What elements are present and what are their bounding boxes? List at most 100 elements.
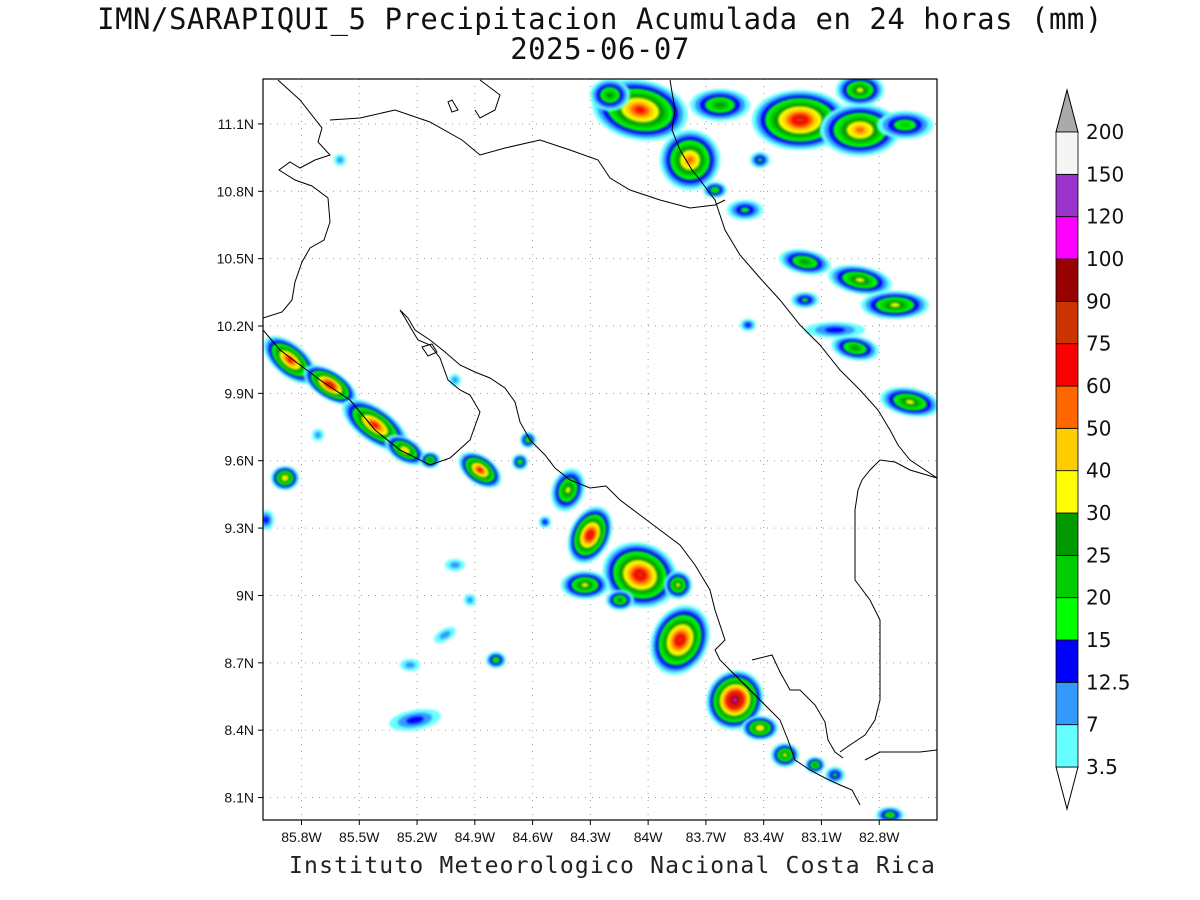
colorbar-swatch [1055,216,1079,260]
rain-cell [771,743,799,767]
grid-lines [263,79,937,820]
rain-cell [590,79,630,111]
colorbar-swatch [1055,343,1079,387]
rain-cell [312,429,324,441]
colorbar-label: 100 [1086,247,1124,271]
colorbar-swatch [1055,639,1079,683]
rain-cell [420,452,440,468]
rain-cell [742,716,778,740]
colorbar-swatch [1055,131,1079,175]
colorbar-label: 40 [1086,459,1111,483]
lon-tick-label: 84W [634,829,664,845]
colorbar-swatch [1055,427,1079,472]
colorbar-legend: 3.5 7 12.5 15 20 25 30 40 50 60 75 90 100 120 150 200 [1055,88,1131,811]
rain-cell [464,594,476,606]
lat-tick-label: 8.4N [224,722,254,738]
colorbar-swatch [1055,724,1079,768]
rain-cell [602,542,678,608]
lat-tick-label: 11.1N [218,116,254,132]
rain-cell [750,152,770,168]
lat-tick-label: 10.2N [217,318,254,334]
colorbar-label: 60 [1086,374,1111,398]
rain-cell [449,374,461,386]
rain-cell [828,265,892,295]
rain-cell [836,79,884,106]
colorbar-label: 3.5 [1086,755,1118,779]
rain-cell [650,605,710,675]
colorbar-swatch [1055,173,1079,218]
rain-cell [877,111,933,139]
lat-tick-label: 8.7N [224,655,254,671]
colorbar-label: 200 [1086,120,1124,144]
colorbar-label: 20 [1086,586,1111,610]
rain-cell [445,559,465,571]
colorbar-swatch [1055,258,1079,302]
rain-cell [400,659,420,671]
rain-cell [805,757,825,773]
lon-tick-label: 82.8W [859,829,900,845]
lat-tick-label: 8.1N [224,790,254,806]
rain-cell [551,468,585,512]
lon-tick-label: 84.6W [512,829,553,845]
colorbar-top-arrow [1055,88,1079,133]
rain-cell [861,291,929,319]
longitude-axis: 85.8W 85.5W 85.2W 84.9W 84.6W 84.3W 84W 83.7W 83… [281,820,900,845]
rain-cell [561,571,609,599]
rain-cell [825,767,845,783]
colorbar-label: 30 [1086,501,1111,525]
rain-cell [567,506,613,564]
colorbar-swatch [1055,554,1079,599]
map-frame [262,78,938,821]
colorbar-swatch [1055,470,1079,514]
colorbar-label: 12.5 [1086,670,1131,694]
latitude-axis: 11.1N 10.8N 10.5N 10.2N 9.9N 9.6N 9.3N 9N 8.7N 8.… [217,116,263,806]
lat-tick-label: 10.5N [217,251,254,267]
rain-cell [703,182,727,198]
precipitation-field [263,79,937,820]
lat-tick-label: 9N [236,587,254,603]
rain-cell [791,292,819,308]
rain-cell [520,432,536,448]
rain-cell [389,709,441,731]
coastline [263,79,937,806]
colorbar-label: 150 [1086,162,1124,186]
map-date: 2025-06-07 [510,32,690,66]
rain-cell [690,89,750,121]
colorbar-swatch [1055,681,1079,726]
rain-cell [740,319,756,331]
rain-cell [660,130,720,190]
lon-tick-label: 85.2W [397,829,438,845]
colorbar-label: 75 [1086,332,1111,356]
lon-tick-label: 85.5W [339,829,380,845]
colorbar-label: 90 [1086,289,1111,313]
rain-cell [779,249,831,275]
lon-tick-label: 84.9W [455,829,496,845]
lon-tick-label: 85.8W [281,829,322,845]
lat-tick-label: 10.8N [217,183,254,199]
colorbar-label: 50 [1086,416,1111,440]
colorbar-label: 7 [1086,713,1099,737]
rain-cell [805,322,865,338]
colorbar-bottom-arrow [1055,766,1079,811]
colorbar-label: 15 [1086,628,1111,652]
rain-cell [539,516,551,528]
map-footer: Instituto Meteorologico Nacional Costa R… [288,853,937,879]
lon-tick-label: 83.4W [743,829,784,845]
lon-tick-label: 83.7W [686,829,727,845]
lon-tick-label: 84.3W [570,829,611,845]
lat-tick-label: 9.3N [224,520,254,536]
lon-tick-label: 83.1W [801,829,842,845]
rain-cell [831,335,879,361]
rain-cell [486,652,506,668]
lat-tick-label: 9.9N [224,385,254,401]
national-border [669,79,701,181]
rain-cell [263,336,317,384]
colorbar-swatch [1055,512,1079,556]
rain-cell [263,510,274,530]
colorbar-swatch [1055,385,1079,429]
colorbar-label: 120 [1086,205,1124,229]
rain-cell [334,154,346,166]
colorbar-swatch [1055,597,1079,641]
rain-cell [876,807,904,820]
